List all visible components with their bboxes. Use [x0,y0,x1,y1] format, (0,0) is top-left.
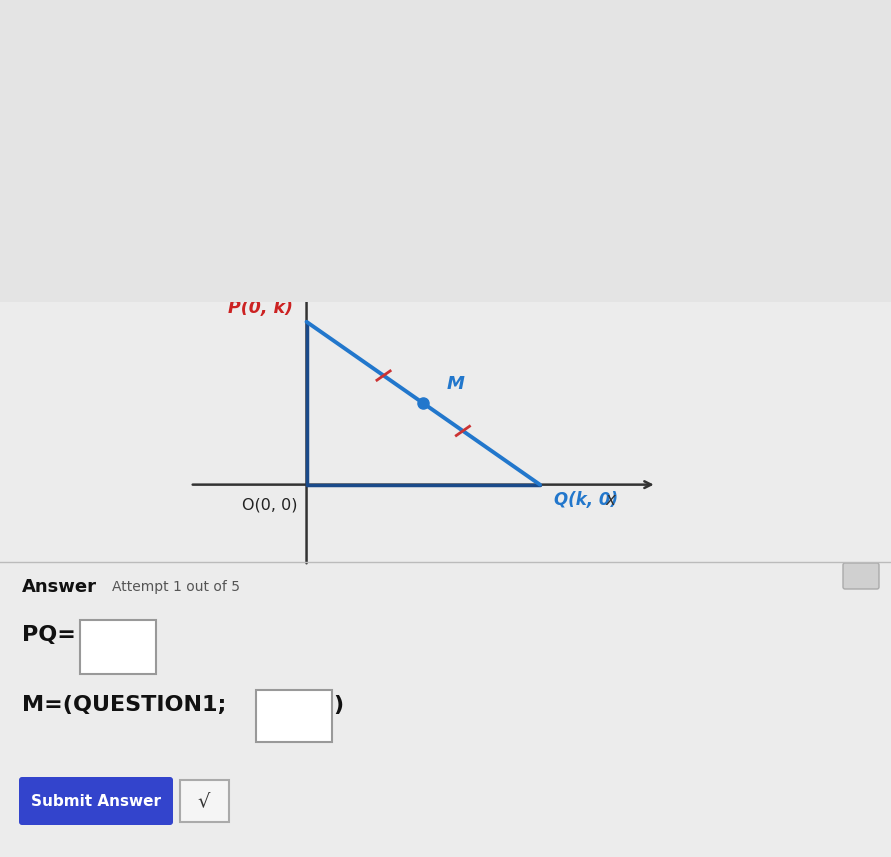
Text: in simplest radical form and the midpoint as reduced fraction.: in simplest radical form and the midpoin… [18,138,533,156]
FancyBboxPatch shape [19,777,173,825]
Text: PQ=: PQ= [22,625,76,645]
Text: ): ) [333,695,343,715]
Text: M: M [446,375,464,393]
Text: √: √ [198,792,210,811]
Text: x: x [605,491,615,509]
Text: M=(QUESTION1;: M=(QUESTION1; [22,695,226,715]
Text: O(0, 0): O(0, 0) [241,498,298,512]
Text: Submit Answer: Submit Answer [31,794,161,808]
FancyBboxPatch shape [256,690,332,742]
Text: Attempt 1 out of 5: Attempt 1 out of 5 [112,580,240,594]
Text: Q(k, 0): Q(k, 0) [554,491,618,509]
Text: y: y [318,260,329,278]
Text: Place an isosceles right triangle in a coordinate plane. Then fi nd the length o: Place an isosceles right triangle in a c… [18,60,669,78]
Text: Answer: Answer [22,578,97,596]
FancyBboxPatch shape [843,563,879,589]
FancyBboxPatch shape [80,620,156,674]
Text: the hypotenuse and the coordinates of its midpoint M. Express the hypotenuse: the hypotenuse and the coordinates of it… [18,100,675,118]
FancyBboxPatch shape [180,780,229,822]
Text: Question: Question [18,22,95,37]
Text: P(0, k): P(0, k) [227,299,292,317]
